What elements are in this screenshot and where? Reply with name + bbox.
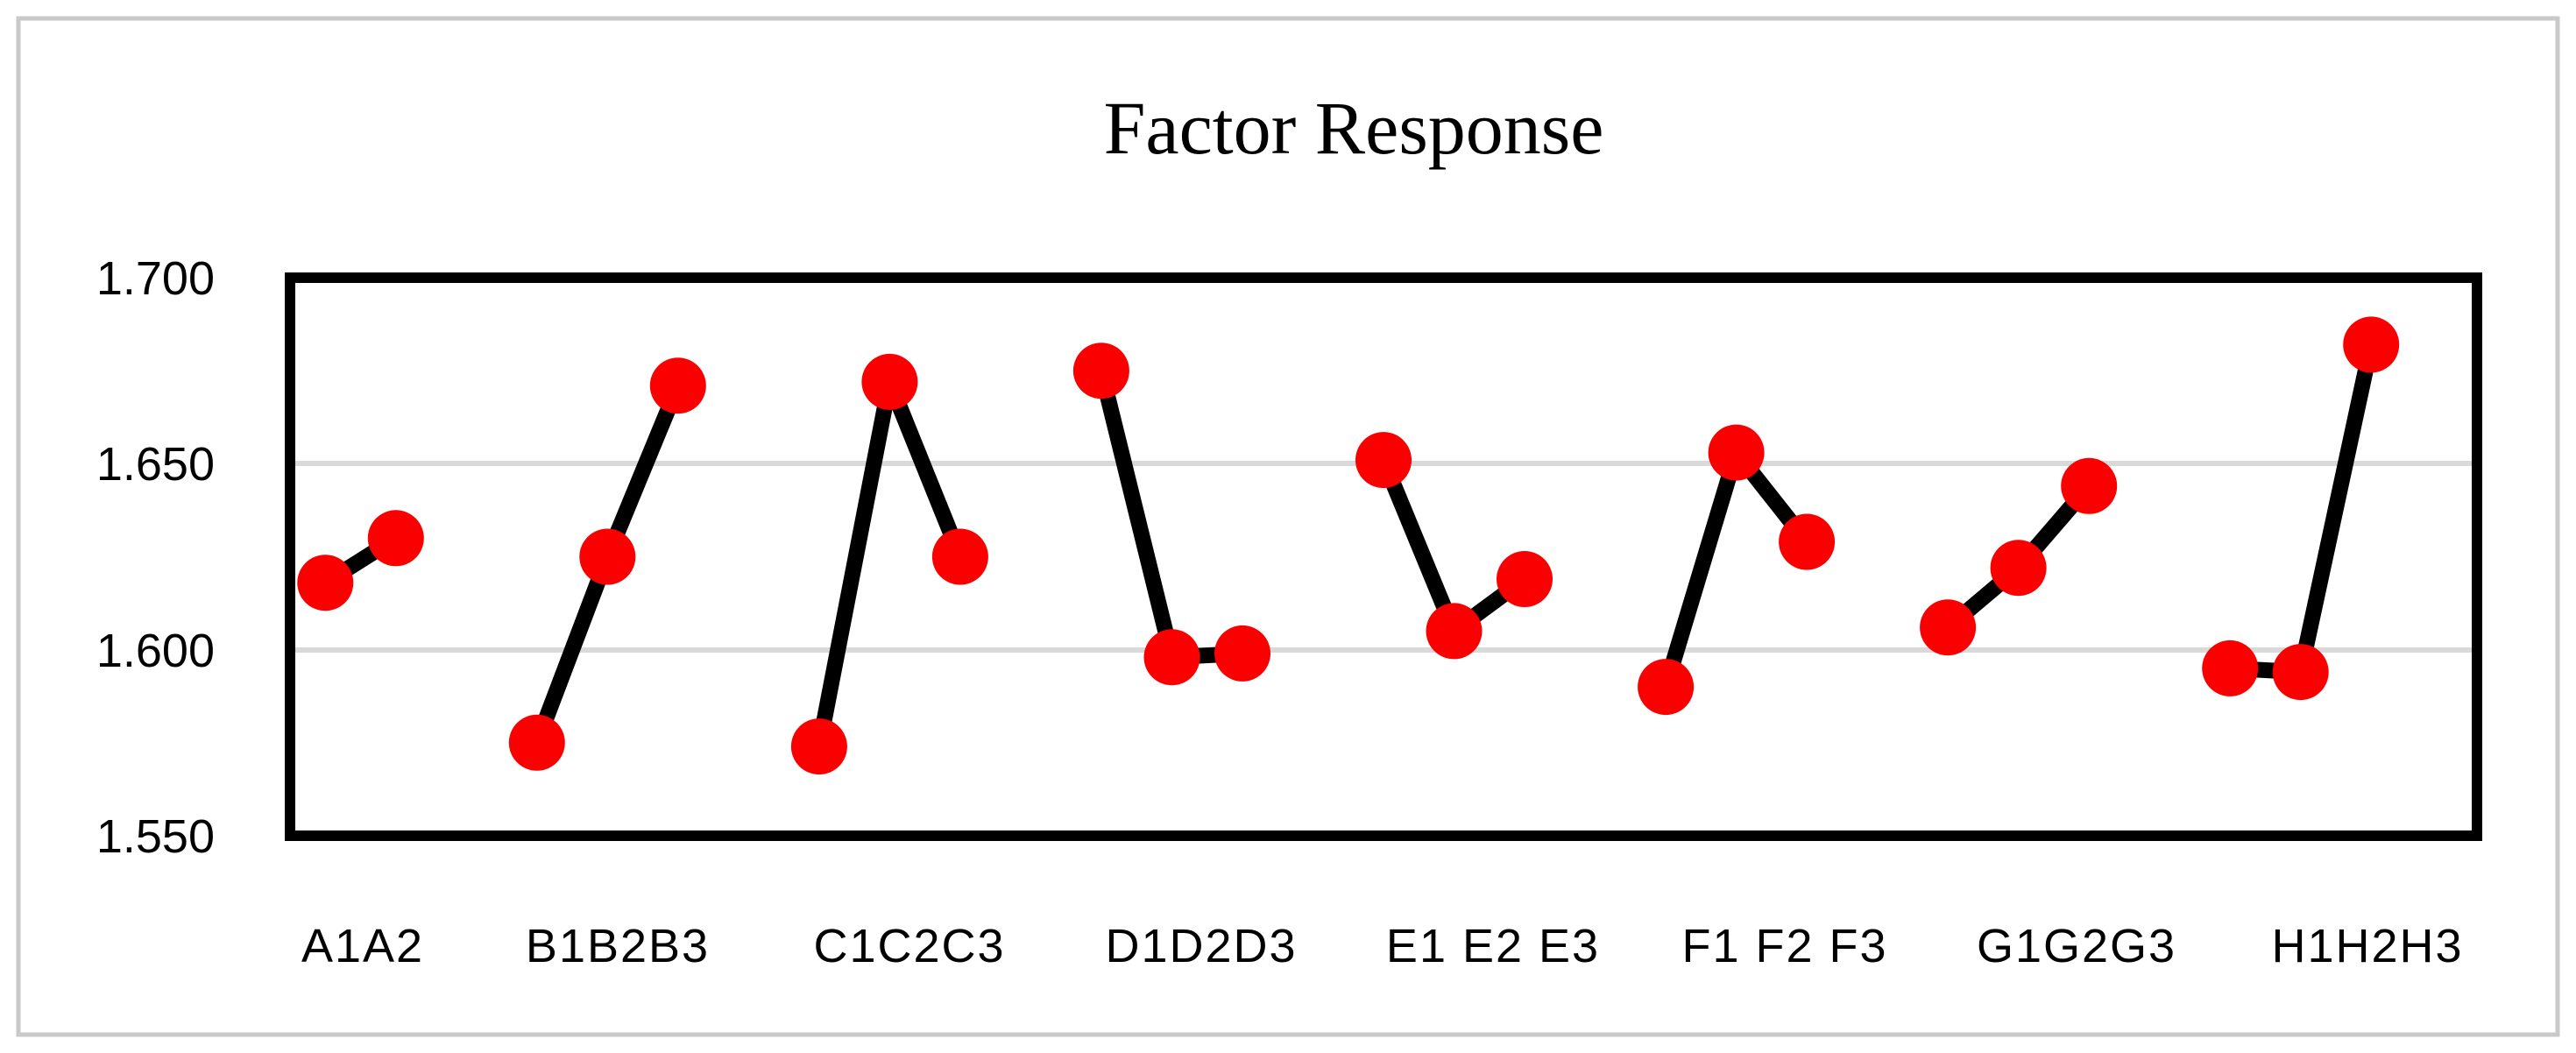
data-point-g3 xyxy=(2061,457,2118,514)
y-tick-label: 1.650 xyxy=(96,438,215,491)
data-point-f2 xyxy=(1708,424,1765,481)
data-point-b2 xyxy=(579,528,636,585)
x-group-label-a: A1A2 xyxy=(301,920,424,972)
data-point-a2 xyxy=(367,510,424,567)
data-point-b1 xyxy=(508,714,565,771)
x-group-label-d: D1D2D3 xyxy=(1105,920,1297,972)
series-layer xyxy=(297,316,2400,775)
x-group-label-h: H1H2H3 xyxy=(2271,920,2463,972)
data-point-h3 xyxy=(2343,316,2400,373)
x-group-label-g: G1G2G3 xyxy=(1977,920,2176,972)
y-tick-label: 1.700 xyxy=(96,252,215,305)
y-tick-label: 1.550 xyxy=(96,810,215,863)
x-group-label-b: B1B2B3 xyxy=(526,920,710,972)
data-point-d3 xyxy=(1214,625,1270,682)
data-point-h2 xyxy=(2272,644,2329,701)
data-point-d1 xyxy=(1072,343,1129,399)
outer-frame xyxy=(16,16,2560,1037)
data-point-g1 xyxy=(1920,599,1977,656)
data-point-c3 xyxy=(931,528,988,585)
data-point-c1 xyxy=(790,718,847,775)
data-point-e2 xyxy=(1426,603,1483,660)
x-group-label-e: E1 E2 E3 xyxy=(1386,920,1600,972)
x-group-label-c: C1C2C3 xyxy=(813,920,1005,972)
y-tick-label: 1.600 xyxy=(96,625,215,677)
plot-border xyxy=(285,272,2482,841)
data-point-c2 xyxy=(861,353,918,410)
data-point-e3 xyxy=(1497,551,1553,607)
data-point-f3 xyxy=(1779,513,1836,570)
chart-title: Factor Response xyxy=(1104,86,1604,170)
data-point-f1 xyxy=(1638,659,1695,716)
data-point-b3 xyxy=(649,357,706,414)
data-point-h1 xyxy=(2202,640,2259,696)
data-point-g2 xyxy=(1990,540,2047,597)
data-point-d2 xyxy=(1143,629,1200,686)
data-point-e1 xyxy=(1355,432,1412,489)
x-group-label-f: F1 F2 F3 xyxy=(1681,920,1887,972)
data-point-a1 xyxy=(297,555,354,611)
